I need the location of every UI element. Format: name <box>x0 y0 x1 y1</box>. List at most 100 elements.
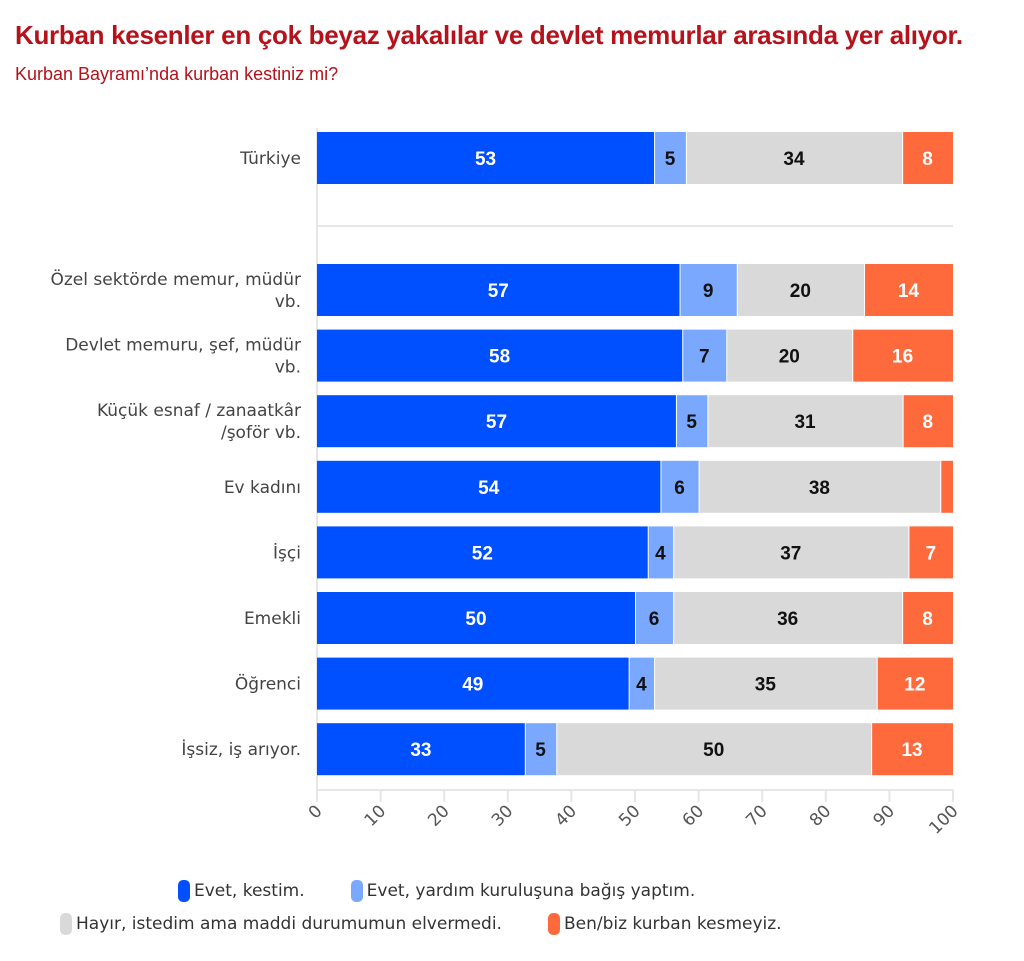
data-label: 7 <box>925 543 936 564</box>
legend-item-evet-kestim[interactable]: Evet, kestim. <box>178 880 305 902</box>
data-label: 54 <box>478 478 500 499</box>
data-label: 34 <box>783 149 805 170</box>
bar-segment <box>676 395 708 448</box>
data-label: 4 <box>655 543 666 564</box>
legend-swatch-maddi <box>60 913 72 935</box>
data-label: 50 <box>465 609 486 630</box>
legend-row-2: Hayır, istedim ama maddi durumumun elver… <box>60 913 828 935</box>
bar-segment <box>648 526 674 579</box>
data-label: 8 <box>922 609 933 630</box>
data-label: 53 <box>475 149 496 170</box>
category-label: /şoför vb. <box>221 423 301 443</box>
bar-segment <box>680 264 737 316</box>
bar-segment <box>661 460 699 513</box>
x-tick-label: 10 <box>361 801 390 830</box>
bar-segment <box>317 264 680 316</box>
bar-segment <box>903 592 953 644</box>
legend-row-1: Evet, kestim. Evet, yardım kuruluşuna ba… <box>178 880 741 902</box>
data-label: 5 <box>535 740 546 761</box>
bar-segment <box>317 132 655 184</box>
bar-segment <box>525 723 557 776</box>
data-label: 36 <box>777 609 798 630</box>
x-tick-label: 30 <box>488 801 517 830</box>
bar-segment <box>737 264 864 316</box>
category-label: Küçük esnaf / zanaatkâr <box>97 401 301 421</box>
x-tick-label: 70 <box>742 801 771 830</box>
bar-segment <box>699 460 941 513</box>
category-label: Ev kadını <box>224 478 301 498</box>
data-label: 33 <box>410 740 431 761</box>
legend-swatch-kesmeyiz <box>547 913 560 935</box>
bar-segment <box>708 395 903 448</box>
data-label: 38 <box>809 478 830 499</box>
x-tick-label: 100 <box>925 801 962 838</box>
category-label: İşçi <box>273 542 301 563</box>
bar-segment <box>317 329 683 382</box>
data-label: 7 <box>699 347 710 368</box>
bar-segment <box>655 657 877 710</box>
data-label: 31 <box>794 412 816 433</box>
bar-segment <box>864 264 953 316</box>
data-label: 4 <box>636 675 647 696</box>
bar-segment <box>317 657 629 710</box>
bar-segment <box>853 329 953 382</box>
bar-segment <box>872 723 953 776</box>
bar-segment <box>636 592 674 644</box>
data-label: 20 <box>779 347 800 368</box>
data-label: 6 <box>649 609 660 630</box>
legend-item-bagis[interactable]: Evet, yardım kuruluşuna bağış yaptım. <box>350 880 696 902</box>
data-label: 9 <box>703 281 714 302</box>
bar-segment <box>909 526 953 579</box>
x-tick-label: 0 <box>305 801 327 823</box>
bar-segment <box>317 395 676 448</box>
bar-segment <box>727 329 853 382</box>
category-label: İşsiz, iş arıyor. <box>181 739 301 760</box>
legend-swatch-evet-kestim <box>178 880 190 902</box>
data-label: 14 <box>898 281 920 302</box>
data-label: 20 <box>790 281 811 302</box>
data-label: 52 <box>472 543 493 564</box>
bar-segment <box>557 723 872 776</box>
bar-segment <box>317 526 648 579</box>
data-label: 12 <box>904 675 925 696</box>
data-label: 50 <box>703 740 724 761</box>
data-label: 58 <box>489 347 510 368</box>
bar-segment <box>317 592 635 644</box>
x-tick-label: 40 <box>551 801 580 830</box>
data-label: 6 <box>674 478 685 499</box>
category-label: Özel sektörde memur, müdür <box>50 268 301 290</box>
chart-title: Kurban kesenler en çok beyaz yakalılar v… <box>15 20 963 50</box>
data-label: 37 <box>780 543 801 564</box>
bar-segment <box>941 460 953 513</box>
data-label: 57 <box>486 412 507 433</box>
bar-segment <box>674 592 903 644</box>
bar-segment <box>683 329 727 382</box>
category-label: Öğrenci <box>235 673 301 695</box>
bar-segment <box>686 132 903 184</box>
legend-label: Evet, yardım kuruluşuna bağış yaptım. <box>366 881 696 901</box>
bar-segment <box>317 723 525 776</box>
data-label: 16 <box>892 347 913 368</box>
data-label: 13 <box>901 740 922 761</box>
x-tick-label: 20 <box>424 801 453 830</box>
category-label: Türkiye <box>239 149 301 169</box>
bar-segment <box>655 132 686 184</box>
legend-label: Evet, kestim. <box>194 881 305 901</box>
data-label: 35 <box>755 675 777 696</box>
x-tick-label: 80 <box>806 801 835 830</box>
category-label: vb. <box>275 292 301 312</box>
bar-segment <box>629 657 655 710</box>
bar-segment <box>903 132 953 184</box>
legend-swatch-bagis <box>350 880 363 902</box>
category-label: vb. <box>275 358 301 378</box>
bar-segment <box>903 395 953 448</box>
legend-label: Ben/biz kurban kesmeyiz. <box>563 914 782 934</box>
legend-item-maddi[interactable]: Hayır, istedim ama maddi durumumun elver… <box>60 913 502 935</box>
x-tick-label: 50 <box>615 801 644 830</box>
bar-segment <box>674 526 909 579</box>
data-label: 8 <box>922 149 933 170</box>
data-label: 5 <box>686 412 697 433</box>
chart-subtitle: Kurban Bayramı’nda kurban kestiniz mi? <box>15 64 339 84</box>
x-tick-label: 60 <box>679 801 708 830</box>
legend-item-kesmeyiz[interactable]: Ben/biz kurban kesmeyiz. <box>547 913 782 935</box>
